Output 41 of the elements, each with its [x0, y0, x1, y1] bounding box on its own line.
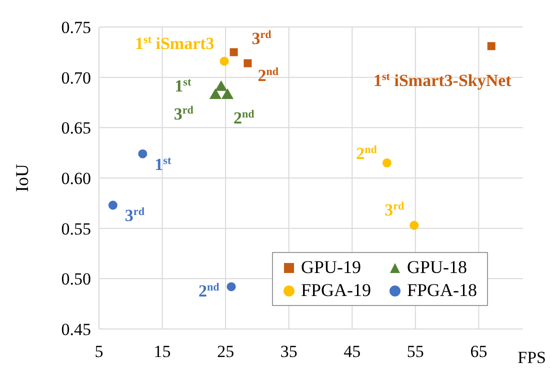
point	[410, 220, 419, 230]
annotation: 3$^{rd}$	[384, 200, 405, 220]
y-tick-label: 0.70	[61, 68, 91, 88]
point	[108, 200, 118, 210]
legend-label: GPU-18	[407, 257, 468, 278]
x-tick-label: 55	[406, 342, 424, 362]
annotation: 1$^{st}$	[154, 154, 172, 174]
annotation: 3$^{rd}$	[252, 29, 272, 48]
point	[382, 158, 392, 168]
y-axis-title: IoU	[12, 164, 32, 192]
x-tick-label: 35	[280, 342, 298, 362]
annotation: 2$^{nd}$	[198, 282, 220, 301]
annotation: 1$^{st}$	[174, 76, 192, 96]
point	[220, 56, 229, 66]
y-tick-label: 0.50	[61, 270, 91, 289]
annotation: 1$^{st}$ iSmart3	[135, 34, 214, 54]
annotation: 2$^{nd}$	[233, 108, 256, 128]
annotation: 1$^{st}$ iSmart3-SkyNet	[374, 71, 512, 90]
x-axis-title: FPS	[518, 348, 546, 367]
y-tick-label: 0.60	[61, 169, 91, 188]
x-tick-label: 5	[94, 342, 104, 362]
annotation: 3$^{rd}$	[124, 206, 146, 226]
x-tick-label: 45	[344, 342, 361, 362]
y-tick-label: 0.65	[61, 118, 91, 138]
x-tick-label: 25	[217, 342, 234, 362]
point	[244, 59, 252, 68]
point	[230, 48, 238, 56]
y-tick-label: 0.55	[61, 219, 91, 238]
x-tick-label: 65	[470, 342, 488, 362]
y-tick-label: 0.75	[61, 18, 91, 38]
legend-label: GPU-19	[301, 257, 362, 278]
x-tick-label: 15	[154, 342, 171, 362]
y-tick-label: 0.45	[61, 320, 91, 340]
point	[226, 282, 236, 292]
annotation: 2$^{nd}$	[356, 144, 378, 163]
legend-label: FPGA-19	[301, 280, 372, 301]
annotation: 3$^{rd}$	[174, 104, 194, 124]
legend-label: FPGA-18	[407, 280, 478, 301]
point	[138, 149, 148, 158]
annotation: 2$^{nd}$	[258, 66, 280, 86]
point	[487, 42, 496, 50]
